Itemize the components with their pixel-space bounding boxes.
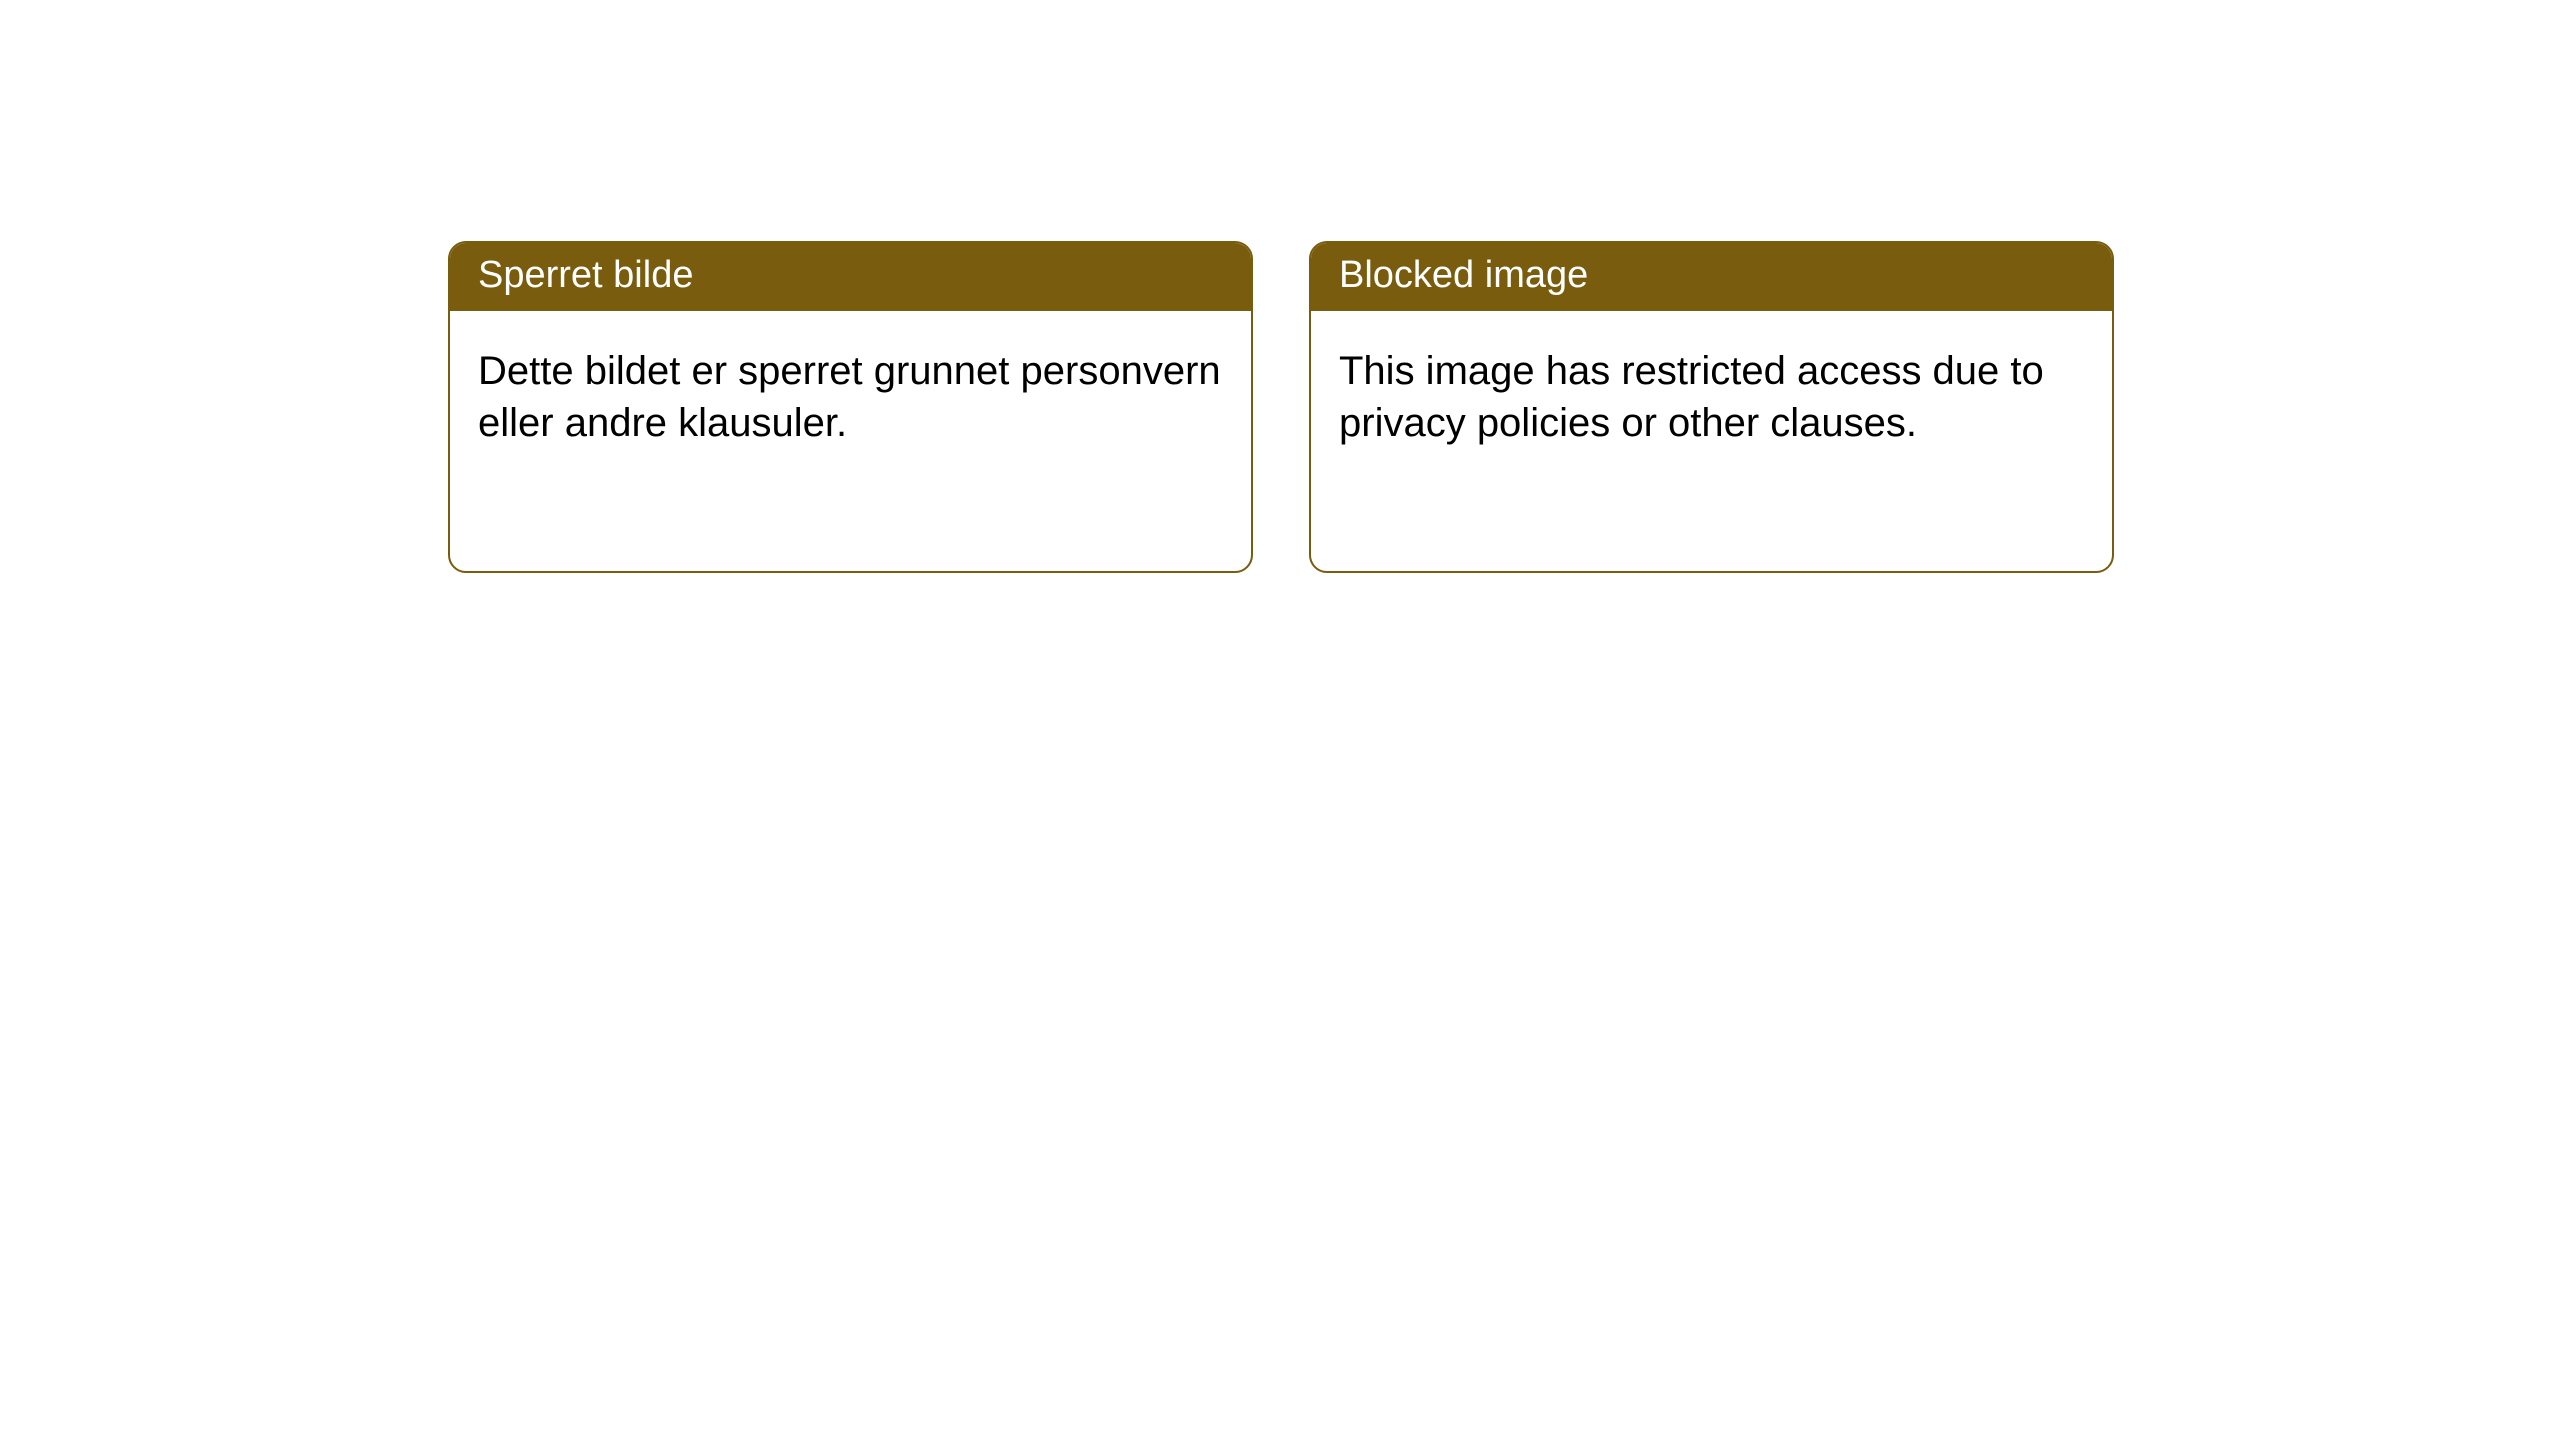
notice-body: Dette bildet er sperret grunnet personve… — [450, 311, 1251, 477]
notice-container: Sperret bilde Dette bildet er sperret gr… — [0, 0, 2560, 573]
notice-body: This image has restricted access due to … — [1311, 311, 2112, 477]
notice-card-english: Blocked image This image has restricted … — [1309, 241, 2114, 573]
notice-card-norwegian: Sperret bilde Dette bildet er sperret gr… — [448, 241, 1253, 573]
notice-title: Blocked image — [1311, 243, 2112, 311]
notice-title: Sperret bilde — [450, 243, 1251, 311]
